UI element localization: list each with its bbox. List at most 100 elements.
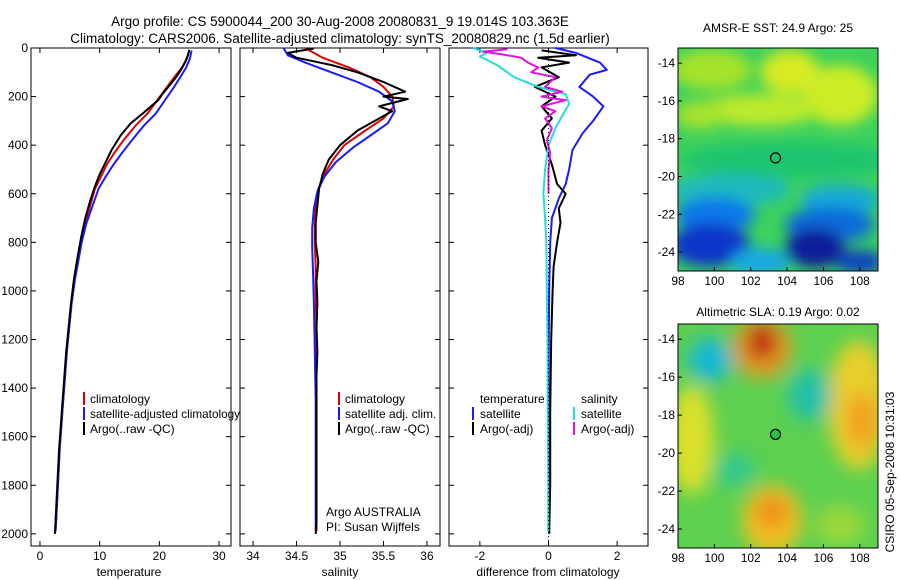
y-tick-label: 1000 <box>1 284 28 298</box>
series-line-sal-satellite <box>472 47 571 532</box>
temperature-panel: 0 200 400 600 800 1000 1200 1400 1600 1800 2000 0 1… <box>1 41 240 579</box>
salinity-axis-ticks: 34 34.5 35 35.5 36 <box>246 48 434 563</box>
series-line-climatology <box>54 50 191 532</box>
y-tick-label: 200 <box>8 90 28 104</box>
argo-program-label: Argo AUSTRALIA <box>326 505 421 519</box>
figure-title-line2: Climatology: CARS2006. Satellite-adjuste… <box>70 31 610 46</box>
lon-tick-label: 98 <box>671 274 685 288</box>
x-tick-label: 30 <box>212 549 226 563</box>
legend-label-sal-argo: Argo(-adj) <box>581 422 634 436</box>
sla-lon-ticks: 98 100 102 104 106 108 <box>671 544 870 565</box>
legend-label-argo: Argo(..raw -QC) <box>90 422 175 436</box>
sla-argo-position-marker <box>769 428 782 440</box>
y-tick-label: 1800 <box>1 478 28 492</box>
sst-argo-position-marker <box>769 152 782 164</box>
lat-tick-label: -24 <box>658 522 676 536</box>
y-tick-label: 400 <box>8 138 28 152</box>
legend-title-temperature: temperature <box>480 392 545 406</box>
lat-tick-label: -20 <box>658 446 676 460</box>
lon-tick-label: 104 <box>777 274 797 288</box>
lon-tick-label: 106 <box>813 274 833 288</box>
lon-tick-label: 106 <box>813 551 833 565</box>
difference-series <box>472 47 608 546</box>
lon-tick-label: 102 <box>741 274 761 288</box>
legend-label-climatology: climatology <box>345 392 405 406</box>
y-tick-label: 800 <box>8 235 28 249</box>
difference-panel: -2 0 2 difference from climatology tempera… <box>448 47 649 579</box>
lon-tick-label: 98 <box>671 551 685 565</box>
series-line-temp-satellite <box>547 47 608 532</box>
series-line-argo <box>286 47 409 534</box>
y-tick-label: 1600 <box>1 430 28 444</box>
series-line-temp-argo <box>533 49 577 534</box>
pi-label: PI: Susan Wijffels <box>326 520 420 534</box>
sla-lat-ticks: -14 -16 -18 -20 -22 -24 <box>658 332 682 536</box>
sst-lon-ticks: 98 100 102 104 106 108 <box>671 267 870 288</box>
lat-tick-label: -14 <box>658 332 676 346</box>
x-tick-label: -2 <box>475 549 486 563</box>
legend-title-salinity: salinity <box>581 392 618 406</box>
temperature-axis-ticks: 0 10 20 30 <box>37 48 226 563</box>
sst-map-title: AMSR-E SST: 24.9 Argo: 25 <box>703 21 853 35</box>
y-tick-label: 600 <box>8 187 28 201</box>
difference-xlabel: difference from climatology <box>476 565 619 579</box>
lat-tick-label: -20 <box>658 170 676 184</box>
series-line-satellite <box>54 50 193 532</box>
sst-map-frame <box>677 47 879 272</box>
sla-map-panel: Altimetric SLA: 0.19 Argo: 0.02 98 100 102… <box>658 305 879 565</box>
sst-field <box>678 48 878 271</box>
difference-legend: temperature satellite Argo(-adj) salinit… <box>472 392 634 436</box>
lat-tick-label: -22 <box>658 207 676 221</box>
temperature-series <box>53 49 193 534</box>
legend-label-argo: Argo(..raw -QC) <box>345 422 430 436</box>
lon-tick-label: 108 <box>850 551 870 565</box>
sla-map-frame <box>677 323 879 549</box>
legend-label-satellite: satellite-adjusted climatology <box>90 407 240 421</box>
salinity-plot-frame <box>239 47 441 547</box>
lon-tick-label: 108 <box>850 274 870 288</box>
sst-lat-ticks: -14 -16 -18 -20 -22 -24 <box>658 56 682 259</box>
series-line-argo <box>53 49 191 534</box>
y-tick-label: 1200 <box>1 333 28 347</box>
difference-axis-ticks: -2 0 2 <box>475 48 621 563</box>
series-line-satellite <box>282 47 396 532</box>
salinity-xlabel: salinity <box>322 565 359 579</box>
lat-tick-label: -16 <box>658 94 676 108</box>
series-line-sal-argo <box>482 48 567 194</box>
x-tick-label: 35.5 <box>372 549 396 563</box>
y-tick-label: 1400 <box>1 381 28 395</box>
salinity-depth-ticks <box>240 47 440 535</box>
x-tick-label: 20 <box>153 549 167 563</box>
legend-label-climatology: climatology <box>90 392 150 406</box>
salinity-legend: climatology satellite adj. clim. Argo(..… <box>338 392 436 436</box>
depth-axis-ticks: 0 200 400 600 800 1000 1200 1400 1600 1800 2000 <box>1 41 231 541</box>
x-tick-label: 0 <box>37 549 44 563</box>
x-tick-label: 36 <box>420 549 434 563</box>
difference-depth-ticks <box>449 47 648 535</box>
sst-map-panel: AMSR-E SST: 24.9 Argo: 25 98 100 102 <box>658 21 879 288</box>
legend-label-satellite: satellite adj. clim. <box>345 407 436 421</box>
figure-title-line1: Argo profile: CS 5900044_200 30-Aug-2008… <box>111 14 569 29</box>
x-tick-label: 35 <box>333 549 347 563</box>
lat-tick-label: -18 <box>658 132 676 146</box>
x-tick-label: 34 <box>246 549 260 563</box>
lat-tick-label: -24 <box>658 245 676 259</box>
lat-tick-label: -14 <box>658 56 676 70</box>
legend-label-sal-satellite: satellite <box>581 407 622 421</box>
salinity-series <box>282 47 409 534</box>
legend-label-temp-argo: Argo(-adj) <box>480 422 533 436</box>
x-tick-label: 10 <box>93 549 107 563</box>
sla-map-title: Altimetric SLA: 0.19 Argo: 0.02 <box>696 305 860 319</box>
lon-tick-label: 100 <box>704 551 724 565</box>
footer-timestamp: CSIRO 05-Sep-2008 10:31:03 <box>883 391 897 552</box>
temperature-plot-frame <box>30 47 232 547</box>
lon-tick-label: 102 <box>741 551 761 565</box>
temperature-xlabel: temperature <box>97 565 162 579</box>
y-tick-label: 2000 <box>1 527 28 541</box>
lat-tick-label: -22 <box>658 484 676 498</box>
lat-tick-label: -16 <box>658 370 676 384</box>
legend-label-temp-satellite: satellite <box>480 407 521 421</box>
salinity-panel: 34 34.5 35 35.5 36 salinity climatology sate… <box>239 47 441 579</box>
x-tick-label: 2 <box>614 549 621 563</box>
